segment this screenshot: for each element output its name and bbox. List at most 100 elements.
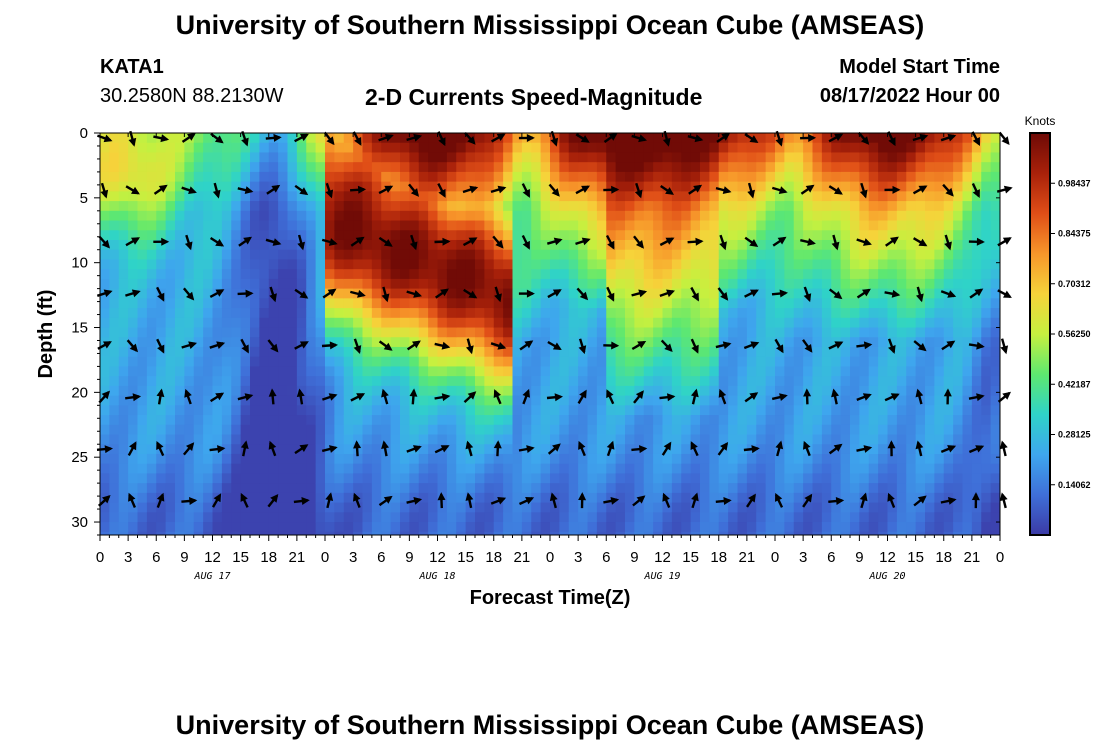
current-arrow bbox=[406, 445, 422, 453]
heatmap-cell bbox=[259, 376, 270, 387]
heatmap-cell bbox=[559, 424, 570, 436]
heatmap-cell bbox=[193, 522, 204, 533]
heatmap-cell bbox=[137, 492, 148, 504]
heatmap-cell bbox=[625, 473, 635, 484]
heatmap-cell bbox=[681, 453, 692, 465]
heatmap-cell bbox=[503, 308, 514, 319]
heatmap-cell bbox=[943, 298, 954, 309]
heatmap-cell bbox=[643, 502, 654, 513]
heatmap-cell bbox=[784, 308, 795, 319]
x-tick-label: 12 bbox=[879, 549, 896, 566]
heatmap-cell bbox=[643, 492, 654, 504]
heatmap-cell bbox=[850, 220, 860, 231]
heatmap-cell bbox=[418, 269, 429, 280]
heatmap-cell bbox=[475, 356, 485, 368]
heatmap-cell bbox=[550, 366, 560, 377]
heatmap-cell bbox=[662, 512, 673, 523]
heatmap-cell bbox=[756, 376, 767, 387]
heatmap-cell bbox=[925, 492, 935, 504]
heatmap-cell bbox=[287, 142, 298, 154]
heatmap-cell bbox=[812, 376, 823, 387]
heatmap-cell bbox=[296, 463, 307, 475]
heatmap-cell bbox=[400, 201, 410, 212]
heatmap-cell bbox=[531, 522, 542, 533]
current-arrow bbox=[237, 186, 254, 194]
heatmap-cell bbox=[887, 239, 898, 251]
heatmap-cell bbox=[709, 230, 720, 241]
heatmap-cell bbox=[596, 142, 607, 154]
current-arrow bbox=[691, 388, 699, 405]
heatmap-cell bbox=[287, 434, 298, 445]
current-arrow bbox=[800, 238, 816, 246]
heatmap-cell bbox=[784, 405, 795, 416]
heatmap-cell bbox=[146, 395, 157, 406]
heatmap-cell bbox=[512, 162, 523, 173]
current-arrow bbox=[968, 445, 985, 454]
heatmap-cell bbox=[868, 298, 879, 309]
heatmap-cell bbox=[362, 376, 373, 387]
heatmap-cell bbox=[615, 385, 626, 397]
heatmap-cell bbox=[737, 453, 748, 465]
heatmap-cell bbox=[625, 288, 635, 299]
heatmap-cell bbox=[128, 473, 139, 484]
heatmap-cell bbox=[700, 278, 710, 290]
heatmap-cell bbox=[746, 201, 757, 212]
heatmap-cell bbox=[915, 171, 926, 183]
heatmap-cell bbox=[934, 152, 945, 163]
heatmap-cell bbox=[653, 152, 664, 163]
heatmap-cell bbox=[700, 308, 710, 319]
heatmap-cell bbox=[990, 444, 1000, 455]
heatmap-cell bbox=[287, 512, 298, 523]
heatmap-cell bbox=[521, 376, 532, 387]
current-arrow bbox=[518, 289, 535, 298]
heatmap-cell bbox=[896, 512, 907, 523]
heatmap-cell bbox=[128, 453, 139, 465]
heatmap-cell bbox=[887, 210, 898, 222]
heatmap-cell bbox=[896, 483, 907, 494]
heatmap-cell bbox=[446, 473, 457, 484]
heatmap-cell bbox=[662, 259, 673, 270]
heatmap-cell bbox=[296, 152, 307, 163]
heatmap-cell bbox=[953, 230, 964, 241]
heatmap-cell bbox=[971, 201, 982, 212]
heatmap-cell bbox=[437, 463, 448, 475]
heatmap-cell bbox=[521, 278, 532, 290]
heatmap-cell bbox=[250, 337, 260, 348]
heatmap-cell bbox=[540, 337, 551, 348]
heatmap-cell bbox=[165, 492, 176, 504]
heatmap-cell bbox=[775, 512, 785, 523]
heatmap-cell bbox=[615, 405, 626, 416]
heatmap-cell bbox=[971, 376, 982, 387]
heatmap-cell bbox=[325, 473, 335, 484]
heatmap-cell bbox=[887, 191, 898, 202]
heatmap-cell bbox=[878, 201, 889, 212]
heatmap-cell bbox=[250, 298, 260, 309]
heatmap-cell bbox=[109, 492, 120, 504]
heatmap-cell bbox=[512, 249, 523, 261]
heatmap-cell bbox=[531, 346, 542, 358]
heatmap-cell bbox=[831, 191, 842, 202]
current-arrow bbox=[240, 492, 249, 508]
current-arrow bbox=[717, 287, 729, 301]
heatmap-cell bbox=[746, 483, 757, 494]
heatmap-cell bbox=[231, 531, 242, 535]
current-arrow bbox=[996, 185, 1013, 194]
heatmap-cell bbox=[437, 522, 448, 533]
heatmap-cell bbox=[578, 522, 589, 533]
heatmap-cell bbox=[446, 230, 457, 241]
heatmap-cell bbox=[193, 181, 204, 192]
heatmap-cell bbox=[868, 210, 879, 222]
heatmap-cell bbox=[146, 424, 157, 436]
heatmap-cell bbox=[362, 239, 373, 251]
heatmap-cell bbox=[765, 337, 776, 348]
heatmap-cell bbox=[184, 201, 195, 212]
heatmap-cell bbox=[465, 171, 476, 183]
heatmap-cell bbox=[718, 356, 729, 368]
heatmap-cell bbox=[859, 385, 870, 397]
heatmap-cell bbox=[868, 308, 879, 319]
heatmap-cell bbox=[775, 239, 785, 251]
heatmap-cell bbox=[278, 522, 289, 533]
heatmap-cell bbox=[793, 327, 804, 338]
heatmap-cell bbox=[812, 522, 823, 533]
heatmap-cell bbox=[175, 463, 185, 475]
